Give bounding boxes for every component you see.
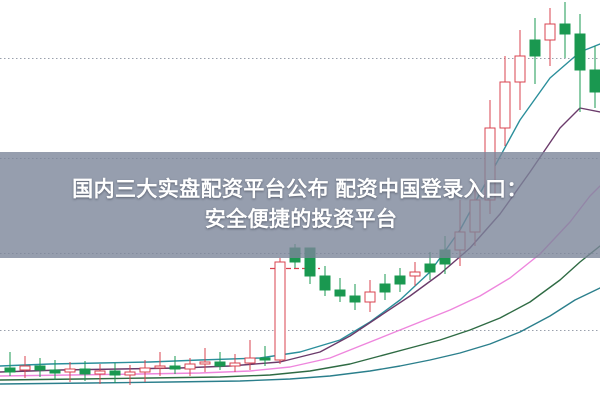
candle xyxy=(499,56,511,146)
ma-line-MA-green-longer xyxy=(0,245,600,381)
candle xyxy=(574,14,586,112)
candle xyxy=(19,356,31,378)
candle xyxy=(244,340,256,370)
candle xyxy=(514,30,526,110)
candle xyxy=(94,364,106,384)
candlesticks xyxy=(4,2,600,385)
candle xyxy=(259,346,271,366)
candle xyxy=(154,352,166,376)
candle xyxy=(79,361,91,381)
candle xyxy=(109,363,121,383)
candle xyxy=(394,268,406,292)
headline-line-2: 安全便捷的投资平台 xyxy=(204,208,398,231)
candle xyxy=(589,46,600,108)
candle xyxy=(4,352,16,376)
candle xyxy=(544,8,556,66)
candle xyxy=(274,258,286,364)
candle xyxy=(319,266,331,296)
candle xyxy=(214,352,226,370)
candle xyxy=(364,280,376,312)
candle xyxy=(529,18,541,84)
candle xyxy=(199,348,211,372)
candle xyxy=(124,365,136,385)
candle xyxy=(229,354,241,372)
candle xyxy=(184,358,196,376)
candle xyxy=(139,360,151,382)
ma-line-MA-teal-longest xyxy=(0,287,600,385)
candle xyxy=(409,262,421,286)
candle xyxy=(34,358,46,377)
candle xyxy=(334,278,346,302)
candle xyxy=(379,274,391,300)
headline-line-1: 国内三大实盘配资平台公布 配资中国登录入口： xyxy=(72,178,528,202)
headline-overlay-band: 国内三大实盘配资平台公布 配资中国登录入口： 安全便捷的投资平台 xyxy=(0,152,600,258)
candle xyxy=(64,362,76,382)
candle xyxy=(49,360,61,380)
candle xyxy=(559,2,571,58)
candle xyxy=(349,284,361,310)
candle xyxy=(169,356,181,374)
